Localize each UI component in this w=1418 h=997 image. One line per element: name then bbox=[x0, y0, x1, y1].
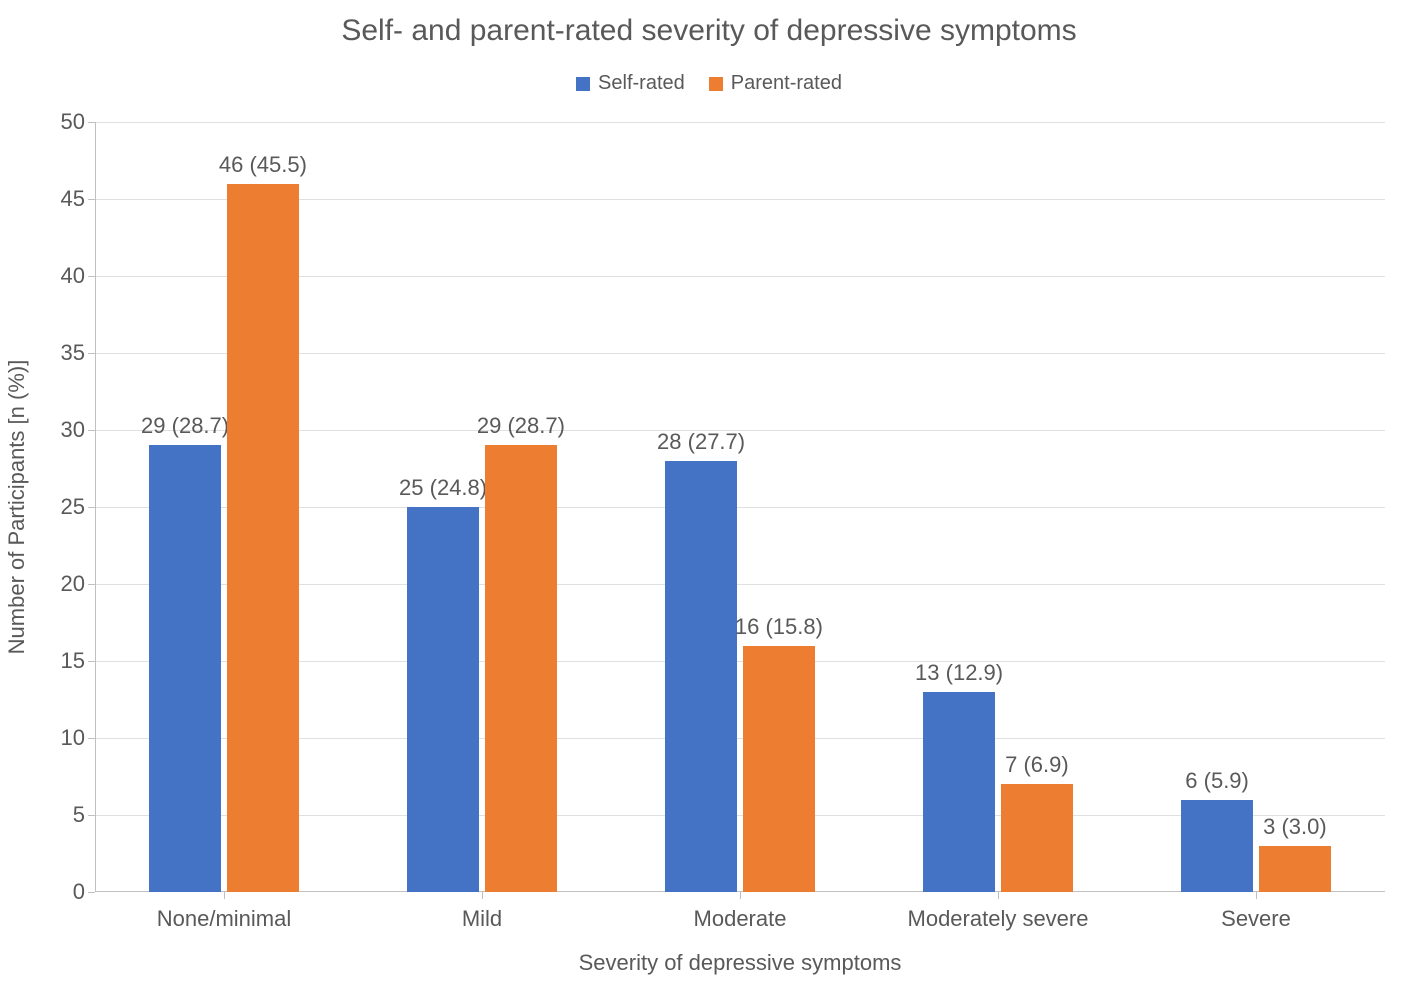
bar bbox=[923, 692, 995, 892]
y-tick-label: 25 bbox=[61, 494, 95, 520]
legend-swatch bbox=[709, 77, 723, 91]
y-tick-label: 5 bbox=[73, 802, 95, 828]
bar-value-label: 29 (28.7) bbox=[141, 413, 229, 445]
legend-item: Self-rated bbox=[576, 72, 685, 95]
x-tick-label: Moderately severe bbox=[908, 892, 1089, 932]
legend: Self-rated Parent-rated bbox=[0, 72, 1418, 95]
bar bbox=[1181, 800, 1253, 892]
bar bbox=[665, 461, 737, 892]
x-axis-title: Severity of depressive symptoms bbox=[95, 950, 1385, 976]
x-tick-label: Moderate bbox=[694, 892, 787, 932]
bar-value-label: 6 (5.9) bbox=[1185, 768, 1249, 800]
y-tick-label: 20 bbox=[61, 571, 95, 597]
bar-value-label: 3 (3.0) bbox=[1263, 814, 1327, 846]
bar-value-label: 16 (15.8) bbox=[735, 614, 823, 646]
y-tick-label: 50 bbox=[61, 109, 95, 135]
y-tick-label: 35 bbox=[61, 340, 95, 366]
legend-swatch bbox=[576, 77, 590, 91]
y-tick-label: 10 bbox=[61, 725, 95, 751]
legend-label: Parent-rated bbox=[731, 72, 842, 95]
x-tick-label: Severe bbox=[1221, 892, 1291, 932]
y-tick-label: 15 bbox=[61, 648, 95, 674]
x-tick-label: None/minimal bbox=[157, 892, 292, 932]
bar-value-label: 25 (24.8) bbox=[399, 475, 487, 507]
bar-value-label: 28 (27.7) bbox=[657, 429, 745, 461]
bar bbox=[227, 184, 299, 892]
chart-title: Self- and parent-rated severity of depre… bbox=[0, 14, 1418, 48]
legend-item: Parent-rated bbox=[709, 72, 842, 95]
chart-container: Self- and parent-rated severity of depre… bbox=[0, 0, 1418, 997]
y-tick-label: 30 bbox=[61, 417, 95, 443]
y-axis-title: Number of Participants [n (%)] bbox=[4, 360, 30, 655]
y-tick-label: 45 bbox=[61, 186, 95, 212]
gridline bbox=[95, 122, 1385, 123]
bar bbox=[1001, 784, 1073, 892]
bar-value-label: 7 (6.9) bbox=[1005, 752, 1069, 784]
bar bbox=[1259, 846, 1331, 892]
y-tick-label: 40 bbox=[61, 263, 95, 289]
bar-value-label: 46 (45.5) bbox=[219, 152, 307, 184]
plot-area: 05101520253035404550None/minimal29 (28.7… bbox=[95, 122, 1385, 892]
bar bbox=[149, 445, 221, 892]
bar-value-label: 29 (28.7) bbox=[477, 413, 565, 445]
y-tick-label: 0 bbox=[73, 879, 95, 905]
x-tick-label: Mild bbox=[462, 892, 502, 932]
bar bbox=[407, 507, 479, 892]
bar bbox=[743, 646, 815, 892]
bar bbox=[485, 445, 557, 892]
legend-label: Self-rated bbox=[598, 72, 685, 95]
bar-value-label: 13 (12.9) bbox=[915, 660, 1003, 692]
y-axis-line bbox=[95, 122, 96, 892]
